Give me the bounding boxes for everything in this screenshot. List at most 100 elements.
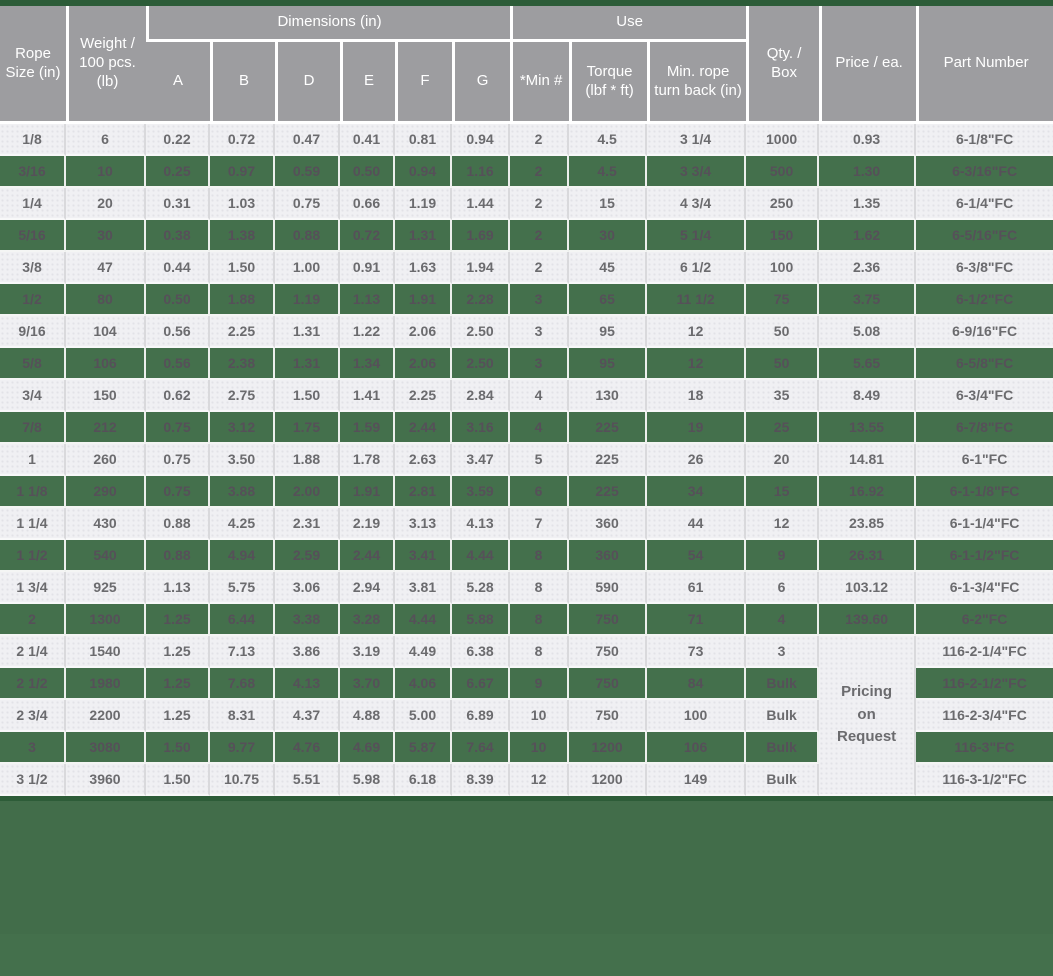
- cell-dim-b: 3.88: [210, 476, 275, 508]
- cell-dim-d: 3.86: [275, 636, 340, 668]
- cell-torque: 590: [569, 572, 648, 604]
- cell-rope-size: 1: [0, 444, 66, 476]
- cell-dim-e: 2.19: [340, 508, 395, 540]
- cell-dim-g: 3.59: [452, 476, 511, 508]
- cell-qty-box: 25: [746, 412, 820, 444]
- cell-dim-b: 4.94: [210, 540, 275, 572]
- header-weight: Weight / 100 pcs. (lb): [66, 6, 146, 124]
- cell-dim-d: 1.75: [275, 412, 340, 444]
- cell-weight: 430: [66, 508, 146, 540]
- table-row: 3 3080 1.50 9.77 4.76 4.69 5.87 7.64 10 1200 106 Bu…: [0, 732, 1053, 764]
- cell-dim-f: 0.81: [395, 124, 452, 156]
- cell-part-number: 6-1/4"FC: [916, 188, 1053, 220]
- cell-price: 0.93: [819, 124, 917, 156]
- cell-torque: 1200: [569, 764, 648, 796]
- cell-qty-box: 15: [746, 476, 820, 508]
- cell-qty-box: 50: [746, 348, 820, 380]
- cell-dim-d: 1.88: [275, 444, 340, 476]
- cell-dim-a: 0.31: [146, 188, 210, 220]
- cell-turn-back: 54: [647, 540, 747, 572]
- cell-min-count: 2: [510, 252, 570, 284]
- cell-min-count: 3: [510, 348, 570, 380]
- cell-dim-a: 1.50: [146, 732, 210, 764]
- cell-part-number: 6-1/8"FC: [916, 124, 1053, 156]
- cell-dim-e: 0.66: [340, 188, 395, 220]
- cell-dim-d: 2.31: [275, 508, 340, 540]
- table-row: 1/8 6 0.22 0.72 0.47 0.41 0.81 0.94 2 4.5 3 1/4 100…: [0, 124, 1053, 156]
- cell-dim-a: 0.25: [146, 156, 210, 188]
- cell-rope-size: 9/16: [0, 316, 66, 348]
- cell-price: 2.36: [819, 252, 917, 284]
- cell-torque: 130: [569, 380, 648, 412]
- cell-min-count: 8: [510, 636, 570, 668]
- table-row: 1 260 0.75 3.50 1.88 1.78 2.63 3.47 5 225 26 20 14.8…: [0, 444, 1053, 476]
- cell-turn-back: 19: [647, 412, 747, 444]
- cell-weight: 106: [66, 348, 146, 380]
- cell-price: 103.12: [819, 572, 917, 604]
- cell-dim-e: 0.41: [340, 124, 395, 156]
- cell-dim-g: 3.16: [452, 412, 511, 444]
- cell-weight: 47: [66, 252, 146, 284]
- cell-dim-g: 4.44: [452, 540, 511, 572]
- table-row: 3/4 150 0.62 2.75 1.50 1.41 2.25 2.84 4 130 18 35 8.…: [0, 380, 1053, 412]
- cell-dim-e: 4.69: [340, 732, 395, 764]
- cell-dim-f: 2.06: [395, 348, 452, 380]
- cell-rope-size: 7/8: [0, 412, 66, 444]
- cell-dim-a: 0.75: [146, 444, 210, 476]
- cell-part-number: 6-1-1/4"FC: [916, 508, 1053, 540]
- cell-part-number: 116-3-1/2"FC: [916, 764, 1053, 796]
- cell-dim-a: 0.62: [146, 380, 210, 412]
- cell-torque: 45: [569, 252, 648, 284]
- cell-dim-a: 0.56: [146, 316, 210, 348]
- cell-weight: 925: [66, 572, 146, 604]
- cell-turn-back: 73: [647, 636, 747, 668]
- cell-qty-box: 1000: [746, 124, 820, 156]
- cell-dim-a: 0.88: [146, 508, 210, 540]
- table-row: 1/2 80 0.50 1.88 1.19 1.13 1.91 2.28 3 65 11 1/2 75…: [0, 284, 1053, 316]
- cell-dim-d: 1.50: [275, 380, 340, 412]
- table-row: 1/4 20 0.31 1.03 0.75 0.66 1.19 1.44 2 15 4 3/4 250…: [0, 188, 1053, 220]
- cell-turn-back: 6 1/2: [647, 252, 747, 284]
- cell-dim-g: 4.13: [452, 508, 511, 540]
- cell-torque: 225: [569, 412, 648, 444]
- cell-qty-box: 150: [746, 220, 820, 252]
- cell-dim-d: 4.13: [275, 668, 340, 700]
- table-row: 5/16 30 0.38 1.38 0.88 0.72 1.31 1.69 2 30 5 1/4 15…: [0, 220, 1053, 252]
- cell-qty-box: 20: [746, 444, 820, 476]
- cell-price: 16.92: [819, 476, 917, 508]
- cell-weight: 212: [66, 412, 146, 444]
- cell-dim-g: 1.69: [452, 220, 511, 252]
- cell-rope-size: 3: [0, 732, 66, 764]
- cell-dim-b: 3.12: [210, 412, 275, 444]
- cell-dim-b: 0.72: [210, 124, 275, 156]
- cell-weight: 6: [66, 124, 146, 156]
- cell-torque: 65: [569, 284, 648, 316]
- cell-qty-box: 100: [746, 252, 820, 284]
- cell-rope-size: 2 1/4: [0, 636, 66, 668]
- cell-dim-b: 3.50: [210, 444, 275, 476]
- cell-price: 3.75: [819, 284, 917, 316]
- cell-turn-back: 61: [647, 572, 747, 604]
- cell-dim-b: 7.68: [210, 668, 275, 700]
- cell-rope-size: 3 1/2: [0, 764, 66, 796]
- cell-dim-d: 3.38: [275, 604, 340, 636]
- cell-dim-a: 0.38: [146, 220, 210, 252]
- cell-price: 1.62: [819, 220, 917, 252]
- cell-torque: 4.5: [569, 156, 648, 188]
- cell-dim-g: 1.44: [452, 188, 511, 220]
- cell-price: 5.08: [819, 316, 917, 348]
- cell-dim-g: 2.84: [452, 380, 511, 412]
- table-row: 3 1/2 3960 1.50 10.75 5.51 5.98 6.18 8.39 12 1200…: [0, 764, 1053, 796]
- cell-dim-e: 0.72: [340, 220, 395, 252]
- cell-turn-back: 100: [647, 700, 747, 732]
- cell-min-count: 5: [510, 444, 570, 476]
- cell-weight: 3080: [66, 732, 146, 764]
- cell-dim-b: 0.97: [210, 156, 275, 188]
- cell-dim-d: 4.37: [275, 700, 340, 732]
- cell-price: 1.35: [819, 188, 917, 220]
- cell-qty-box: 12: [746, 508, 820, 540]
- pricing-on-request-cell: Pricing on Request: [819, 636, 917, 796]
- cell-rope-size: 2: [0, 604, 66, 636]
- cell-dim-f: 2.06: [395, 316, 452, 348]
- cell-torque: 750: [569, 700, 648, 732]
